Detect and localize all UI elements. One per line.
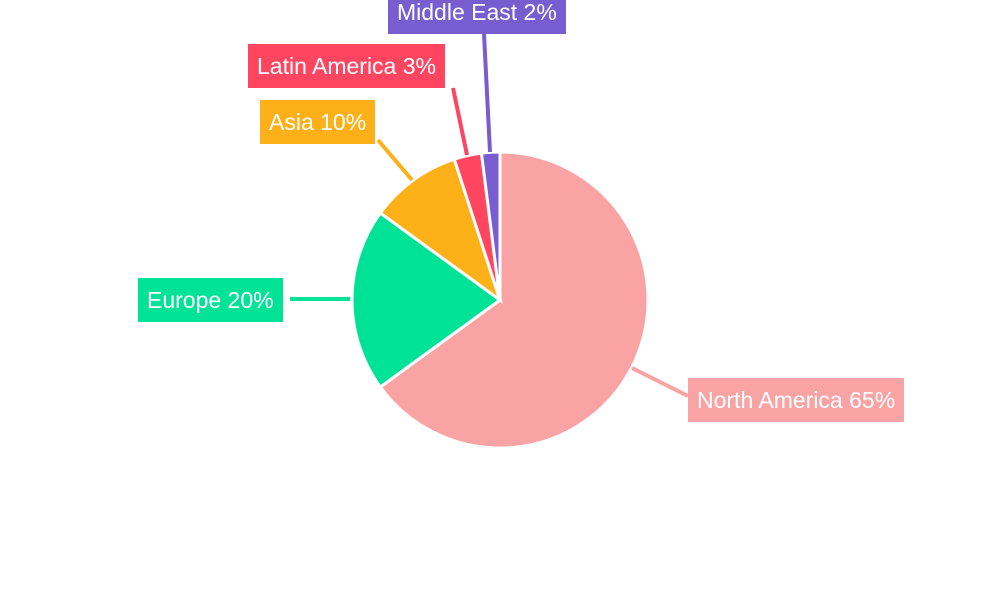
leader-line [376, 138, 414, 182]
data-label: Latin America 3% [248, 44, 445, 88]
pie-slice-middle-east[interactable] [479, 150, 502, 301]
pie-slice-north-america[interactable] [378, 150, 650, 450]
leader-line [451, 87, 469, 156]
pie-slice-europe[interactable] [350, 210, 503, 390]
leader-line [482, 33, 492, 153]
data-label: North America 65% [688, 378, 905, 422]
data-label: Middle East 2% [388, 0, 566, 34]
data-label: Europe 20% [138, 278, 283, 322]
pie-slice-asia[interactable] [378, 157, 503, 304]
data-label: Asia 10% [260, 100, 376, 144]
leader-line [631, 366, 689, 398]
